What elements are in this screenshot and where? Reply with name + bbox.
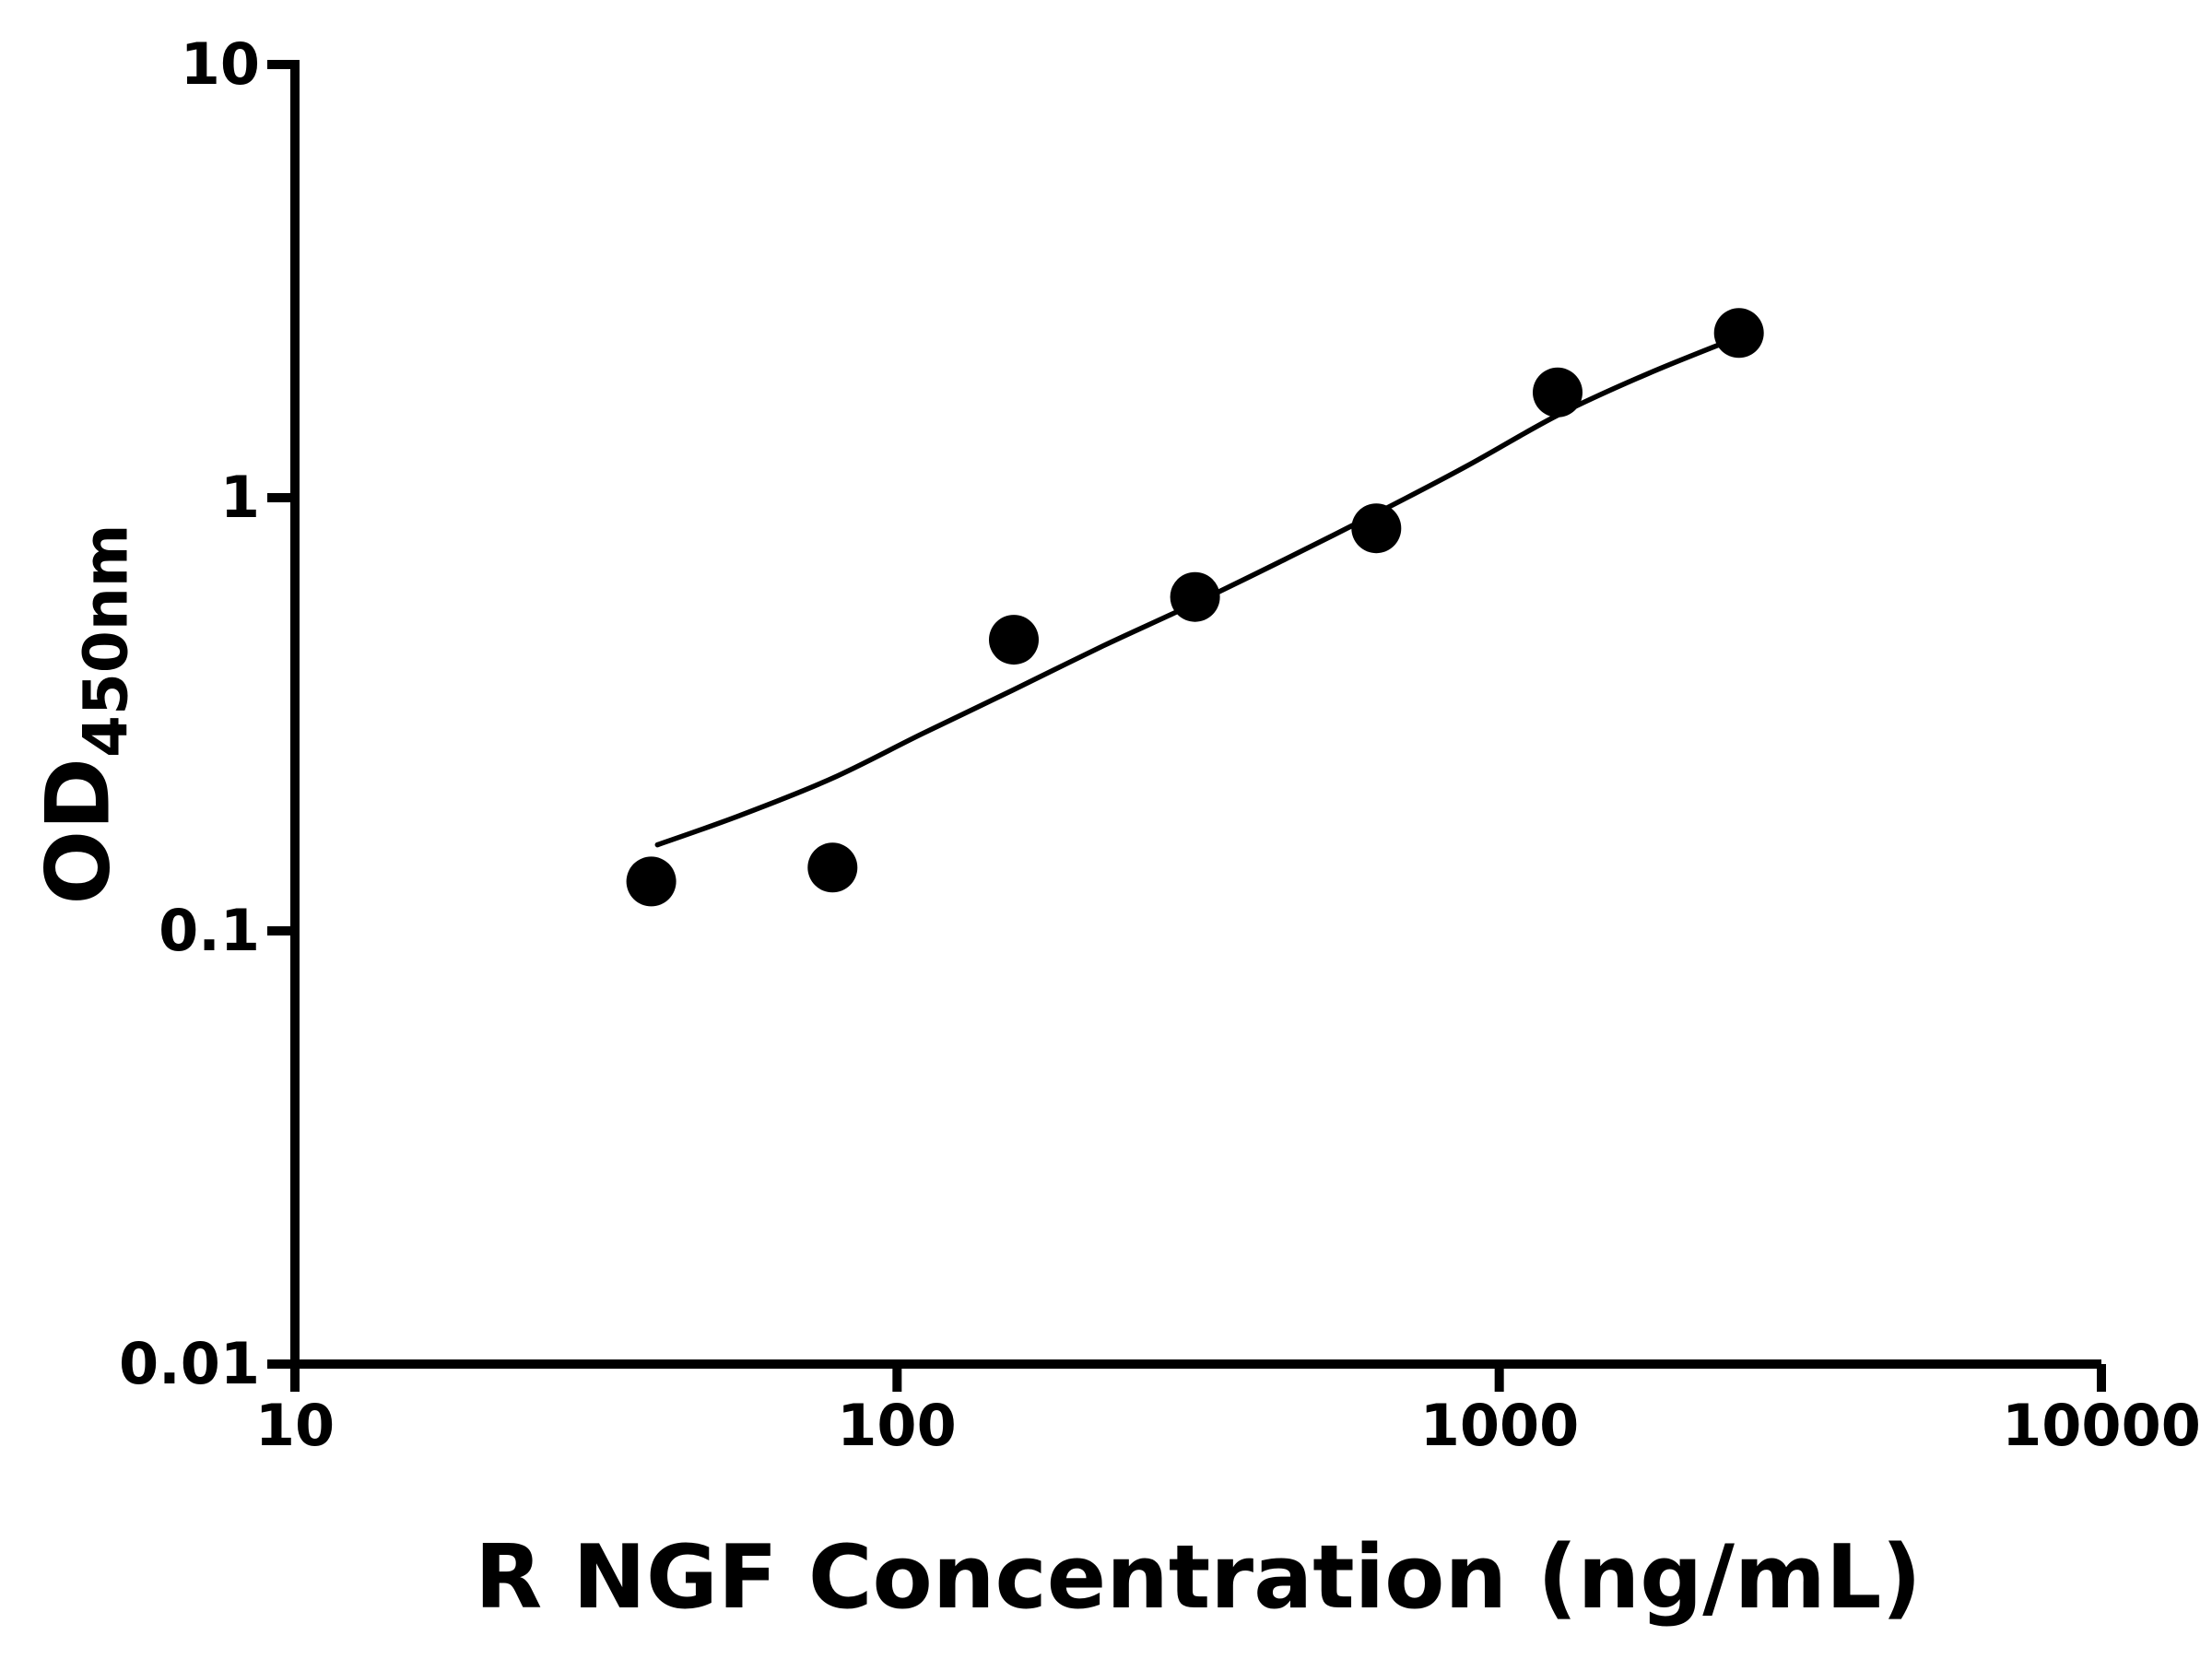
x-tick-label: 10 <box>254 1392 335 1459</box>
y-tick-label: 10 <box>180 30 260 98</box>
data-point <box>1170 571 1220 622</box>
data-point <box>1713 308 1764 359</box>
y-axis-title: OD450nm <box>29 524 142 904</box>
y-tick-label: 1 <box>219 464 260 531</box>
data-point <box>1351 503 1402 554</box>
x-tick-label: 1000 <box>1419 1392 1580 1459</box>
x-tick-label: 100 <box>837 1392 957 1459</box>
x-tick-label: 10000 <box>2002 1392 2201 1459</box>
x-axis-title: R NGF Concentration (ng/mL) <box>475 1527 1922 1629</box>
data-point <box>626 856 677 907</box>
y-axis-title-main: OD <box>28 757 130 905</box>
data-point <box>807 842 858 893</box>
y-tick-label: 0.1 <box>159 897 260 964</box>
y-tick-label: 0.01 <box>119 1330 260 1397</box>
data-point <box>989 615 1039 665</box>
y-axis-title-subscript: 450nm <box>70 524 142 758</box>
data-point <box>1533 367 1583 418</box>
